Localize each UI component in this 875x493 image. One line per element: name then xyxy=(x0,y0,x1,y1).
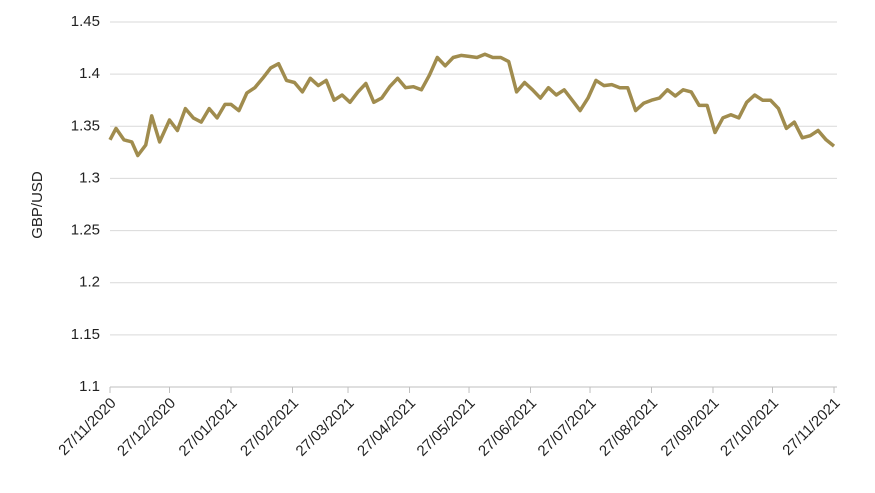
y-tick-label: 1.45 xyxy=(71,13,100,30)
x-tick-label: 27/10/2021 xyxy=(717,395,782,460)
x-tick-label: 27/11/2020 xyxy=(55,395,119,459)
x-tick-label: 27/09/2021 xyxy=(658,395,723,460)
x-tick-label: 27/01/2021 xyxy=(176,395,241,460)
y-tick-label: 1.25 xyxy=(71,222,100,239)
x-tick-label: 27/04/2021 xyxy=(354,395,419,460)
x-tick-label: 27/06/2021 xyxy=(475,395,540,460)
x-tick-label: 27/08/2021 xyxy=(596,395,661,460)
x-tick-label: 27/02/2021 xyxy=(237,395,302,460)
y-tick-label: 1.1 xyxy=(79,378,100,395)
y-tick-label: 1.15 xyxy=(71,326,100,343)
x-tick-label: 27/12/2020 xyxy=(114,395,179,460)
line xyxy=(108,52,836,158)
x-tick-label: 27/07/2021 xyxy=(535,395,600,460)
y-tick-label: 1.4 xyxy=(79,65,100,82)
y-axis-label: GBP/USD xyxy=(29,171,46,239)
y-tick-label: 1.3 xyxy=(79,169,100,186)
x-tick-label: 27/11/2021 xyxy=(779,395,843,459)
y-tick-label: 1.35 xyxy=(71,117,100,134)
x-tick-label: 27/05/2021 xyxy=(414,395,479,460)
y-tick-label: 1.2 xyxy=(79,274,100,291)
x-tick-label: 27/03/2021 xyxy=(293,395,358,460)
